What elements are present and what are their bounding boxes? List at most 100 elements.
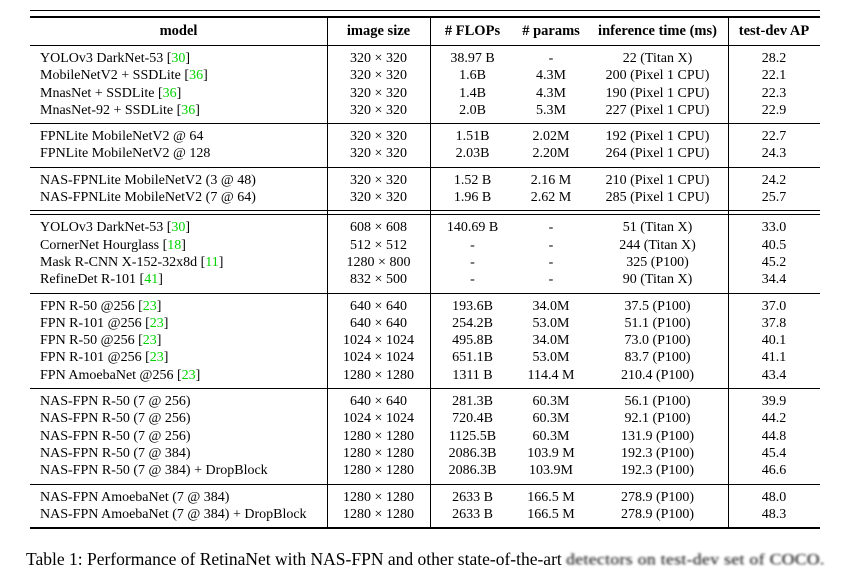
inference-time-cell: 192.3 (P100) — [620, 445, 695, 461]
table-section: NAS-FPNLite MobileNetV2 (3 @ 48) 320 × 32… — [30, 168, 820, 212]
test-dev-ap-cell: 22.1 — [761, 68, 787, 84]
table-section: NAS-FPN R-50 (7 @ 256) 640 × 640 281.3B 60.… — [30, 389, 820, 485]
inference-time-cell: 192 (Pixel 1 CPU) — [605, 129, 710, 145]
params-cell: 60.3M — [532, 428, 570, 444]
model-name-cell: FPN R-50 @256 [23] — [40, 298, 162, 314]
citation-link[interactable]: 30 — [171, 51, 186, 66]
model-name-cell: FPN R-101 @256 [23] — [40, 315, 169, 331]
table-row: FPNLite MobileNetV2 @ 128 320 × 320 2.03B 2… — [30, 145, 820, 162]
params-cell: 2.62 M — [530, 190, 572, 206]
inference-time-cell: 51 (Titan X) — [622, 220, 693, 236]
inference-time-cell: 83.7 (P100) — [624, 350, 691, 366]
flops-cell: 495.8B — [452, 333, 493, 349]
table-section: FPNLite MobileNetV2 @ 64 320 × 320 1.51B 2.… — [30, 124, 820, 168]
params-cell: 166.5 M — [527, 506, 575, 522]
test-dev-ap-cell: 40.1 — [761, 333, 787, 349]
inference-time-cell: 56.1 (P100) — [624, 394, 691, 410]
caption-text: Table 1: Performance of RetinaNet with N… — [26, 549, 567, 569]
inference-time-cell: 285 (Pixel 1 CPU) — [605, 190, 710, 206]
model-name-cell: FPN R-101 @256 [23] — [40, 350, 169, 366]
image-size-cell: 640 × 640 — [350, 315, 407, 331]
table-row: FPN R-101 @256 [23] 640 × 640 254.2B 53.0M 5… — [30, 315, 820, 332]
image-size-cell: 1024 × 1024 — [343, 333, 414, 349]
flops-cell: - — [470, 254, 475, 270]
table-row: Mask R-CNN X-152-32x8d [11] 1280 × 800 - - 3… — [30, 254, 820, 271]
image-size-cell: 1280 × 1280 — [343, 489, 414, 505]
params-cell: 103.9 M — [527, 445, 575, 461]
params-cell: 34.0M — [532, 333, 570, 349]
citation-link[interactable]: 30 — [171, 220, 186, 236]
flops-cell: 2633 B — [452, 489, 493, 505]
model-name-cell: MnasNet-92 + SSDLite [36] — [40, 102, 200, 118]
model-name-cell: FPNLite MobileNetV2 @ 64 — [40, 129, 204, 145]
test-dev-ap-cell: 22.9 — [761, 102, 787, 118]
params-cell: 53.0M — [532, 315, 570, 331]
header-params: # params — [522, 23, 580, 39]
inference-time-cell: 73.0 (P100) — [624, 333, 691, 349]
test-dev-ap-cell: 37.8 — [761, 315, 787, 331]
citation-link[interactable]: 18 — [167, 237, 182, 253]
image-size-cell: 1280 × 1280 — [343, 463, 414, 479]
flops-cell: 1.6B — [459, 68, 486, 84]
flops-cell: 281.3B — [452, 394, 493, 410]
test-dev-ap-cell: 44.8 — [761, 428, 787, 444]
params-cell: - — [548, 51, 554, 66]
params-cell: 166.5 M — [527, 489, 575, 505]
model-name-cell: NAS-FPN R-50 (7 @ 256) — [40, 411, 191, 427]
table-row: RefineDet R-101 [41] 832 × 500 - - 90 (Titan… — [30, 271, 820, 288]
inference-time-cell: 325 (P100) — [626, 254, 689, 270]
table-row: NAS-FPNLite MobileNetV2 (3 @ 48) 320 × 32… — [30, 172, 820, 189]
citation-link[interactable]: 23 — [149, 350, 164, 366]
table-row: FPN R-50 @256 [23] 640 × 640 193.6B 34.0M 37… — [30, 298, 820, 315]
table-section: NAS-FPN AmoebaNet (7 @ 384) 1280 × 1280 26… — [30, 485, 820, 528]
flops-cell: 2.03B — [455, 146, 490, 162]
test-dev-ap-cell: 24.3 — [761, 146, 787, 162]
citation-link[interactable]: 23 — [181, 367, 196, 383]
model-name-cell: Mask R-CNN X-152-32x8d [11] — [40, 254, 224, 270]
inference-time-cell: 190 (Pixel 1 CPU) — [605, 85, 710, 101]
table-row: FPN AmoebaNet @256 [23] 1280 × 1280 1311 B… — [30, 367, 820, 384]
model-name-cell: NAS-FPN R-50 (7 @ 256) — [40, 428, 191, 444]
flops-cell: 720.4B — [452, 411, 493, 427]
image-size-cell: 320 × 320 — [350, 190, 407, 206]
inference-time-cell: 244 (Titan X) — [619, 237, 696, 253]
image-size-cell: 832 × 500 — [350, 272, 407, 288]
citation-link[interactable]: 36 — [181, 102, 196, 118]
citation-link[interactable]: 23 — [142, 298, 157, 314]
params-cell: 114.4 M — [527, 367, 575, 383]
flops-cell: 254.2B — [452, 315, 493, 331]
test-dev-ap-cell: 33.0 — [761, 220, 787, 236]
inference-time-cell: 278.9 (P100) — [620, 489, 695, 505]
params-cell: 2.20M — [532, 146, 570, 162]
params-cell: 4.3M — [536, 68, 566, 84]
citation-link[interactable]: 11 — [205, 254, 219, 270]
params-cell: 60.3M — [532, 411, 570, 427]
params-cell: 103.9M — [529, 463, 573, 479]
column-divider-ap — [728, 18, 729, 528]
header-test-dev-ap: test-dev AP — [738, 23, 810, 39]
test-dev-ap-cell: 22.7 — [761, 129, 787, 145]
model-name-cell: YOLOv3 DarkNet-53 [30] — [40, 220, 191, 236]
inference-time-cell: 192.3 (P100) — [620, 463, 695, 479]
image-size-cell: 320 × 320 — [350, 85, 407, 101]
params-cell: - — [548, 237, 554, 253]
model-name-cell: NAS-FPNLite MobileNetV2 (7 @ 64) — [40, 190, 256, 206]
citation-link[interactable]: 23 — [149, 315, 164, 331]
image-size-cell: 1280 × 1280 — [343, 367, 414, 383]
params-cell: - — [548, 272, 554, 288]
citation-link[interactable]: 23 — [142, 333, 157, 349]
image-size-cell: 1280 × 1280 — [343, 428, 414, 444]
model-name-cell: NAS-FPN AmoebaNet (7 @ 384) — [40, 489, 230, 505]
flops-cell: 38.97 B — [450, 51, 495, 66]
model-name-cell: YOLOv3 DarkNet-53 [30] — [40, 51, 191, 66]
citation-link[interactable]: 41 — [144, 272, 159, 288]
flops-cell: 193.6B — [452, 298, 493, 314]
image-size-cell: 1024 × 1024 — [343, 350, 414, 366]
table-row: NAS-FPN R-50 (7 @ 256) 640 × 640 281.3B 60.… — [30, 393, 820, 410]
inference-time-cell: 51.1 (P100) — [624, 315, 691, 331]
header-flops: # FLOPs — [444, 23, 501, 39]
test-dev-ap-cell: 44.2 — [761, 411, 787, 427]
flops-cell: 2086.3B — [448, 445, 497, 461]
citation-link[interactable]: 36 — [162, 85, 177, 101]
citation-link[interactable]: 36 — [189, 68, 204, 84]
